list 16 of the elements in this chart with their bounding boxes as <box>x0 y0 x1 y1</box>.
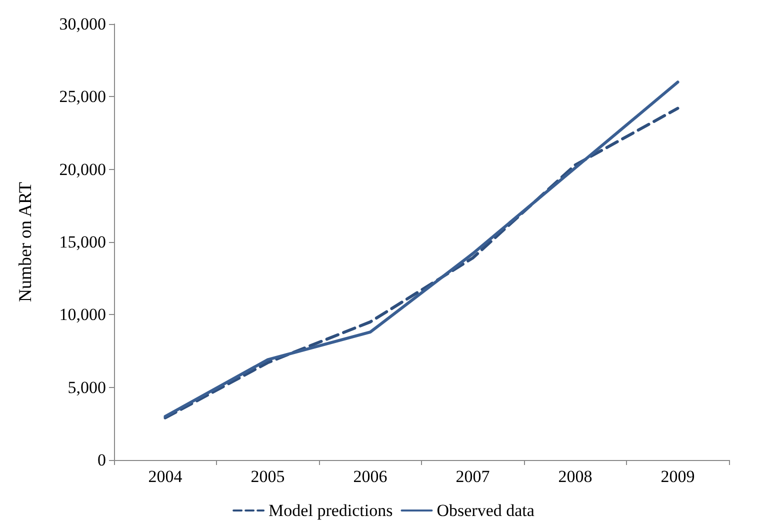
x-tick-label: 2006 <box>353 467 388 486</box>
y-tick-label: 30,000 <box>59 14 106 34</box>
y-tick-label: 10,000 <box>59 305 106 324</box>
y-tick-label: 15,000 <box>59 232 106 252</box>
x-tick-label: 2007 <box>456 467 490 486</box>
y-axis-title: Number on ART <box>15 182 35 302</box>
x-tick-label: 2004 <box>148 467 183 486</box>
x-tick-label: 2005 <box>250 467 285 486</box>
legend-label: Model predictions <box>268 501 393 520</box>
y-tick-label: 20,000 <box>59 160 106 179</box>
x-tick-label: 2009 <box>660 467 695 486</box>
x-tick-label: 2008 <box>558 467 592 486</box>
y-tick-label: 25,000 <box>59 87 106 106</box>
y-tick-label: 0 <box>98 450 106 470</box>
legend-label: Observed data <box>436 501 535 520</box>
y-tick-label: 5,000 <box>68 378 106 397</box>
